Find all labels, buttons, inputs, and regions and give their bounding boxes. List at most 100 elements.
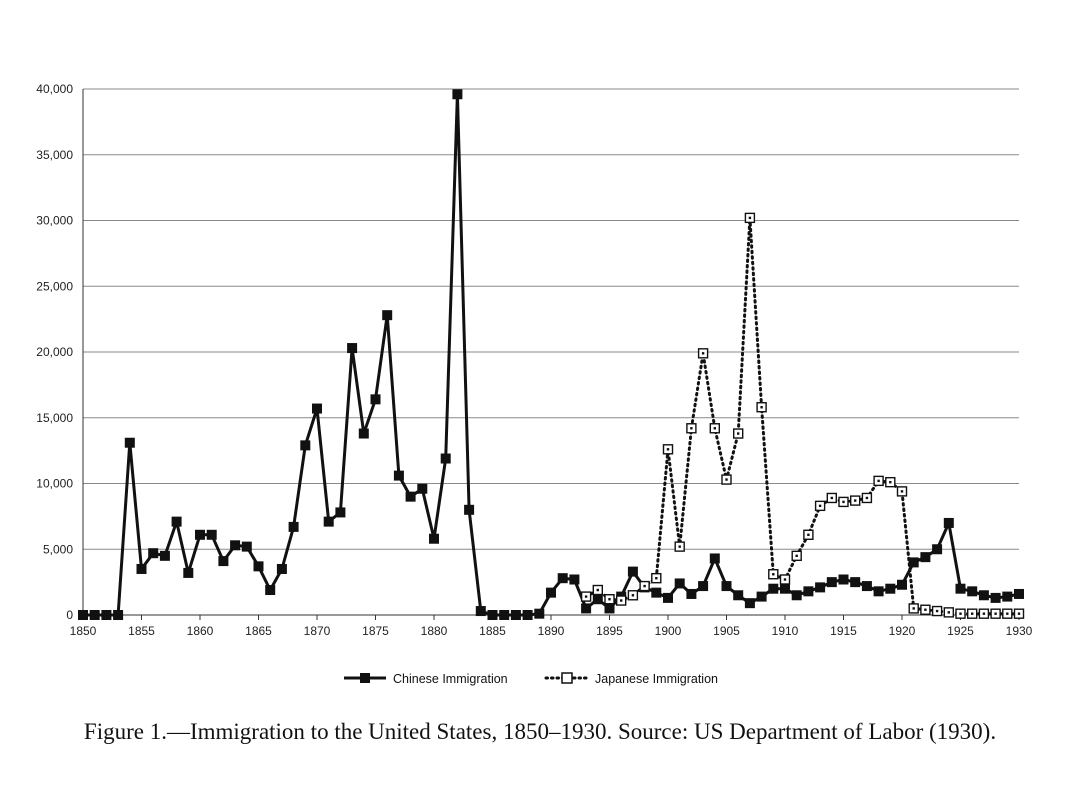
data-point-chinese [1002, 591, 1013, 602]
data-point-chinese [627, 566, 638, 577]
data-point-chinese [382, 310, 393, 321]
data-point-japanese-dot [912, 607, 915, 610]
data-point-japanese-dot [655, 576, 658, 580]
data-point-chinese [101, 610, 112, 620]
data-point-japanese-dot [900, 490, 904, 493]
data-point-chinese [850, 577, 861, 588]
data-point-chinese [990, 592, 1001, 603]
x-tick-label: 1895 [596, 624, 623, 638]
data-point-japanese-dot [620, 599, 623, 602]
data-point-chinese [78, 610, 88, 620]
data-point-chinese [978, 590, 989, 601]
data-point-japanese-dot [854, 499, 857, 502]
line-chart: 0 5,000 10,000 15,000 20,000 25,000 30,000 35,0… [36, 82, 1032, 686]
x-tick-label: 1875 [362, 624, 389, 638]
data-point-japanese-dot [947, 611, 950, 614]
data-point-chinese [417, 483, 428, 494]
data-point-japanese-dot [994, 612, 997, 615]
data-point-japanese-dot [725, 478, 728, 481]
x-tick-label: 1890 [538, 624, 565, 638]
data-point-chinese [943, 517, 954, 528]
x-tick-label: 1930 [1006, 624, 1033, 638]
x-tick-label: 1880 [421, 624, 448, 638]
x-tick-label: 1855 [128, 624, 155, 638]
series-lines [83, 92, 1021, 617]
data-point-chinese [183, 567, 194, 578]
data-point-chinese [838, 574, 849, 585]
data-point-japanese-dot [760, 406, 763, 409]
legend-item-japanese: Japanese Immigration [544, 672, 718, 686]
data-point-japanese-dot [1006, 612, 1009, 615]
y-tick-label: 15,000 [36, 411, 73, 425]
x-tick-label: 1850 [70, 624, 97, 638]
data-point-chinese [393, 470, 404, 481]
y-tick-label: 10,000 [36, 477, 73, 491]
data-point-japanese-dot [889, 480, 892, 484]
x-tick-label: 1870 [304, 624, 331, 638]
data-point-chinese [429, 533, 439, 544]
data-point-japanese-dot [877, 479, 880, 483]
data-point-chinese [920, 552, 931, 563]
data-point-chinese [300, 440, 311, 451]
data-point-chinese [569, 574, 580, 585]
data-point-japanese-dot [818, 504, 822, 508]
data-point-japanese-dot [631, 594, 635, 597]
x-tick-label: 1915 [830, 624, 857, 638]
x-tick-label: 1885 [479, 624, 506, 638]
y-tick-label: 5,000 [43, 542, 73, 556]
data-point-chinese [581, 603, 592, 614]
legend-label-chinese: Chinese Immigration [393, 672, 508, 686]
figure-caption: Figure 1.—Immigration to the United Stat… [83, 719, 997, 744]
data-point-chinese [826, 577, 837, 588]
data-point-chinese [908, 557, 919, 568]
x-tick-label: 1900 [655, 624, 682, 638]
data-point-chinese [744, 598, 755, 609]
y-tick-label: 0 [66, 608, 73, 622]
data-point-chinese [592, 594, 603, 605]
data-point-japanese-dot [608, 598, 611, 601]
data-point-chinese [241, 541, 252, 552]
data-point-chinese [791, 590, 802, 601]
data-point-japanese-dot [1017, 612, 1021, 615]
data-point-chinese [557, 573, 568, 584]
x-tick-label: 1905 [713, 624, 740, 638]
data-point-chinese [522, 610, 533, 620]
data-point-japanese-dot [982, 612, 986, 615]
data-point-chinese [780, 583, 790, 594]
gridlines [83, 88, 1019, 616]
data-point-japanese-dot [690, 427, 693, 430]
x-tick-label: 1860 [187, 624, 214, 638]
data-point-chinese [487, 610, 498, 620]
data-point-chinese [440, 453, 451, 464]
axes: 0 5,000 10,000 15,000 20,000 25,000 30,000 35,0… [36, 82, 1032, 638]
data-point-chinese [452, 89, 463, 100]
data-point-chinese [955, 583, 966, 594]
data-point-chinese [370, 394, 381, 405]
data-point-japanese-dot [701, 352, 705, 355]
data-point-chinese [124, 437, 135, 448]
data-point-chinese [967, 586, 978, 597]
data-point-japanese-dot [748, 216, 752, 220]
legend-label-japanese: Japanese Immigration [595, 672, 718, 686]
data-point-chinese [265, 585, 276, 596]
data-point-chinese [171, 516, 182, 527]
data-point-chinese [873, 586, 884, 597]
data-point-chinese [686, 588, 697, 599]
data-point-chinese [932, 544, 943, 555]
data-point-japanese-dot [596, 588, 599, 592]
data-point-chinese [510, 610, 521, 620]
y-tick-label: 20,000 [36, 345, 73, 359]
data-point-japanese-dot [772, 573, 775, 576]
data-point-chinese [323, 516, 334, 527]
data-point-chinese [89, 610, 100, 620]
data-point-chinese [159, 550, 170, 561]
y-tick-label: 30,000 [36, 214, 73, 228]
data-point-chinese [897, 579, 907, 590]
data-point-japanese-dot [959, 612, 962, 615]
data-point-chinese [768, 583, 779, 594]
data-point-chinese [230, 540, 241, 551]
data-point-chinese [276, 563, 287, 574]
legend-item-chinese: Chinese Immigration [344, 672, 508, 686]
y-tick-label: 35,000 [36, 148, 73, 162]
data-point-japanese-dot [584, 595, 588, 598]
